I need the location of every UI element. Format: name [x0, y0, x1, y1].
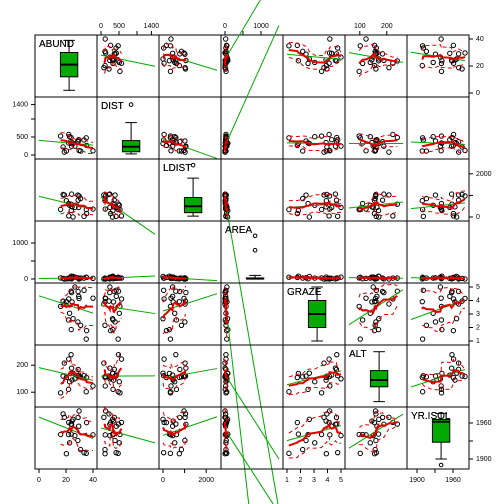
svg-text:100: 100	[354, 23, 366, 30]
svg-text:3: 3	[312, 477, 316, 484]
svg-text:500: 500	[16, 134, 28, 141]
svg-text:ALT: ALT	[349, 349, 367, 360]
svg-text:0: 0	[161, 477, 165, 484]
svg-text:0: 0	[476, 90, 480, 97]
svg-text:ABUND: ABUND	[39, 39, 74, 50]
svg-text:YR.ISOL: YR.ISOL	[411, 411, 451, 422]
svg-text:1960: 1960	[476, 420, 492, 427]
svg-text:1400: 1400	[12, 102, 28, 109]
svg-text:1: 1	[476, 338, 480, 345]
svg-text:DIST: DIST	[101, 101, 124, 112]
svg-text:1900: 1900	[409, 477, 425, 484]
svg-text:0: 0	[476, 214, 480, 221]
svg-text:2000: 2000	[476, 171, 492, 178]
svg-text:GRAZE: GRAZE	[287, 287, 322, 298]
svg-text:1900: 1900	[476, 456, 492, 463]
svg-text:1000: 1000	[12, 240, 28, 247]
svg-text:4: 4	[326, 477, 330, 484]
svg-text:0: 0	[223, 23, 227, 30]
svg-text:4: 4	[476, 298, 480, 305]
svg-text:5: 5	[476, 284, 480, 291]
svg-text:3: 3	[476, 311, 480, 318]
svg-text:40: 40	[89, 477, 97, 484]
svg-text:1960: 1960	[445, 477, 461, 484]
svg-text:2000: 2000	[198, 477, 214, 484]
svg-text:500: 500	[113, 23, 125, 30]
svg-text:1: 1	[285, 477, 289, 484]
svg-text:0: 0	[24, 152, 28, 159]
svg-text:20: 20	[476, 63, 484, 70]
svg-text:2: 2	[299, 477, 303, 484]
svg-text:100: 100	[16, 389, 28, 396]
svg-text:2: 2	[476, 325, 480, 332]
svg-text:5: 5	[339, 477, 343, 484]
svg-text:200: 200	[16, 362, 28, 369]
svg-text:0: 0	[99, 23, 103, 30]
svg-text:1400: 1400	[144, 23, 160, 30]
svg-text:AREA: AREA	[225, 225, 253, 236]
svg-text:0: 0	[37, 477, 41, 484]
svg-text:200: 200	[381, 23, 393, 30]
svg-text:1000: 1000	[253, 23, 269, 30]
svg-text:0: 0	[24, 276, 28, 283]
svg-text:LDIST: LDIST	[163, 163, 191, 174]
svg-text:40: 40	[476, 36, 484, 43]
svg-text:20: 20	[62, 477, 70, 484]
